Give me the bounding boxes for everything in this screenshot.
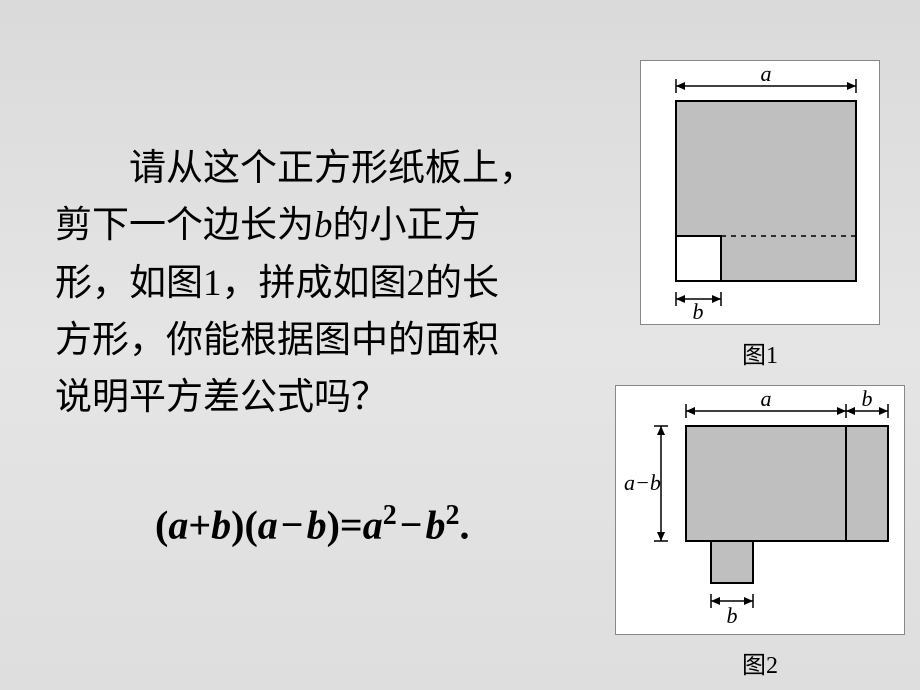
svg-text:a−b: a−b	[624, 470, 661, 495]
text-line5: 说明平方差公式吗？	[55, 377, 388, 418]
formula: (a+b)(a−b)=a2−b2.	[155, 500, 470, 548]
figure-2: a b a−b b	[615, 385, 905, 635]
svg-text:b: b	[727, 603, 738, 628]
figure-1-label: 图1	[640, 335, 880, 370]
var-b: b	[314, 205, 333, 246]
text-line2-post: 的小正方	[333, 205, 481, 246]
svg-text:a: a	[761, 61, 772, 86]
svg-text:b: b	[693, 299, 704, 324]
problem-paragraph: 请从这个正方形纸板上， 剪下一个边长为b的小正方 形，如图1，拼成如图2的长 方…	[55, 140, 610, 427]
text-line2-pre: 剪下一个边长为	[55, 205, 314, 246]
figure-1: a b	[640, 60, 880, 325]
svg-text:a: a	[761, 386, 772, 411]
text-line4: 方形，你能根据图中的面积	[55, 320, 499, 361]
svg-text:b: b	[862, 386, 873, 411]
text-line1: 请从这个正方形纸板上，	[129, 148, 536, 189]
text-line3: 形，如图1，拼成如图2的长	[55, 263, 499, 304]
figure-2-label: 图2	[615, 645, 905, 680]
